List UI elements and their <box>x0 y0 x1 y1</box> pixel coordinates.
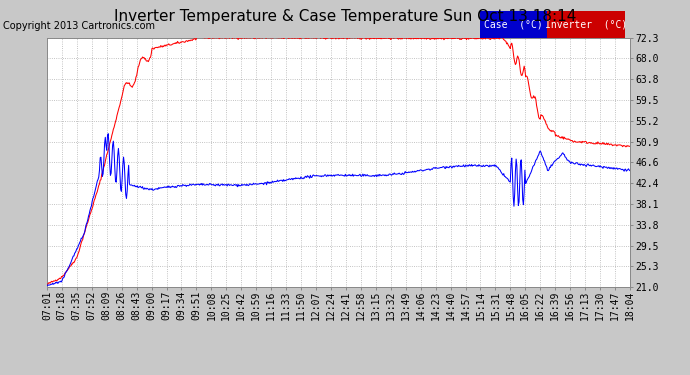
Text: Inverter  (°C): Inverter (°C) <box>545 20 627 30</box>
Text: Inverter Temperature & Case Temperature Sun Oct 13 18:14: Inverter Temperature & Case Temperature … <box>114 9 576 24</box>
Text: Copyright 2013 Cartronics.com: Copyright 2013 Cartronics.com <box>3 21 155 31</box>
Text: Case  (°C): Case (°C) <box>484 20 543 30</box>
